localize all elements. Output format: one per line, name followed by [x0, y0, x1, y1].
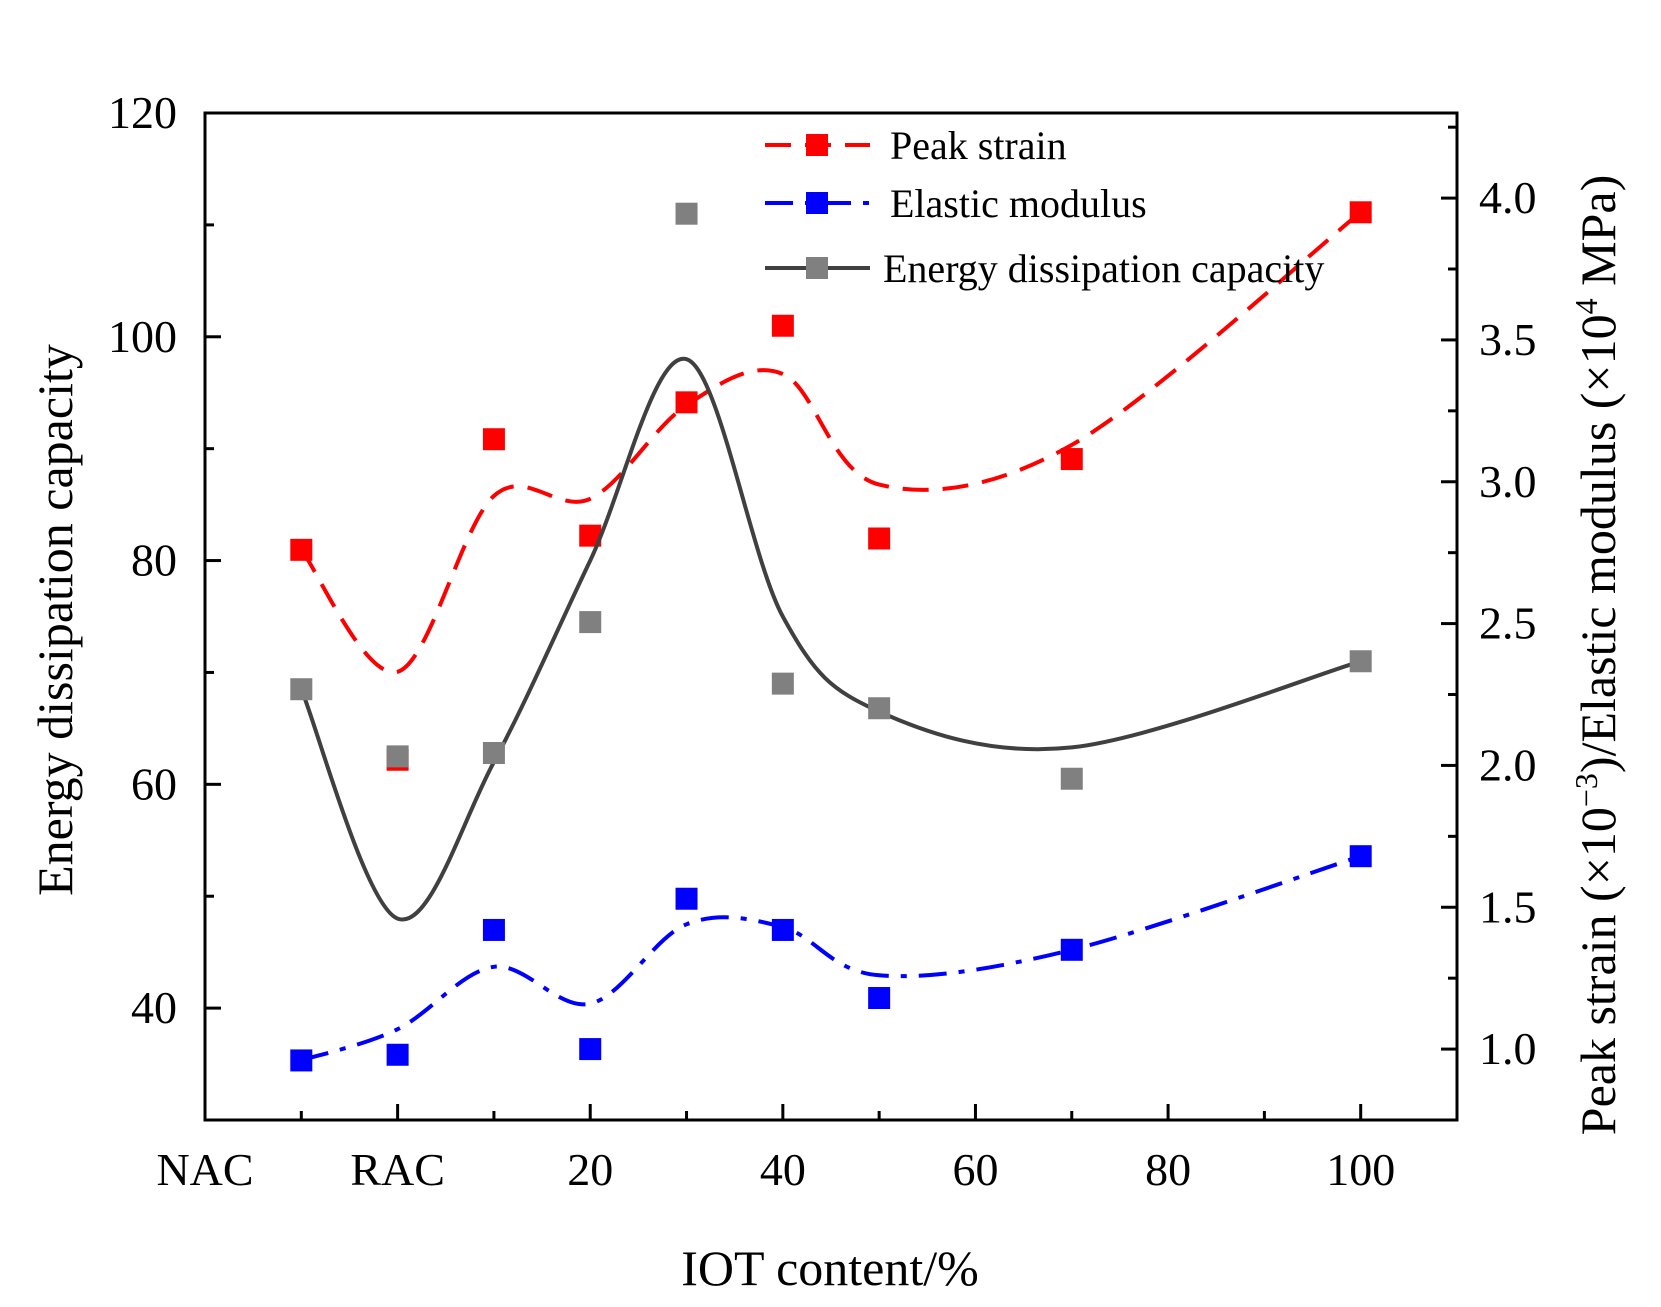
peak-strain-fit-line	[299, 210, 1362, 674]
y-right-title-part3: MPa)	[1570, 175, 1626, 299]
elastic-modulus-point	[579, 1038, 602, 1061]
legend-label: Elastic modulus	[890, 181, 1147, 226]
y-left-tick-label: 120	[108, 87, 177, 138]
elastic-modulus-point	[771, 918, 794, 941]
legend-marker	[806, 257, 828, 279]
peak-strain-point	[1349, 201, 1372, 224]
x-tick-label: 40	[760, 1144, 806, 1195]
peak-strain-point	[1060, 448, 1083, 471]
y-axis-right-title: Peak strain (×10−3)/Elastic modulus (×10…	[1568, 175, 1626, 1135]
axis-ticks: NAC RAC 20 40 60 80 100 40 60 80 100 120 1.0 1.5 2.0 2.…	[108, 87, 1537, 1195]
x-tick-label: 60	[952, 1144, 998, 1195]
y-right-tick-label: 3.5	[1479, 314, 1537, 365]
peak-strain-point	[771, 314, 794, 337]
peak-strain-point	[868, 527, 891, 550]
plot-border	[203, 111, 1459, 1122]
x-tick-label: RAC	[350, 1144, 445, 1195]
y-right-title-part2: )/Elastic modulus (×10	[1570, 314, 1626, 773]
plot-frame	[203, 111, 1459, 1122]
y-right-tick-label: 1.5	[1479, 881, 1537, 932]
y-right-tick-label: 2.0	[1479, 739, 1537, 790]
elastic-modulus-point	[675, 887, 698, 910]
elastic-modulus-series	[290, 845, 1372, 1072]
x-axis-title: IOT content/%	[681, 1240, 979, 1296]
legend-item-elastic-modulus: Elastic modulus	[765, 181, 1147, 226]
energy-dissipation-capacity-series	[290, 202, 1372, 922]
elastic-modulus-point	[868, 987, 891, 1010]
elastic-modulus-point	[1060, 938, 1083, 961]
energy-dissipation-capacity-point	[771, 672, 794, 695]
y-right-tick-label: 3.0	[1479, 456, 1537, 507]
x-tick-label: 20	[567, 1144, 613, 1195]
legend: Peak strain Elastic modulus Energy dissipa…	[765, 123, 1324, 291]
y-right-title-part1: Peak strain (×10	[1570, 807, 1626, 1135]
legend-label: Peak strain	[890, 123, 1067, 168]
legend-label: Energy dissipation capacity	[883, 246, 1324, 291]
y-axis-left-title: Energy dissipation capacity	[27, 344, 83, 896]
energy-dissipation-capacity-point	[579, 611, 602, 634]
legend-item-peak-strain: Peak strain	[765, 123, 1067, 168]
y-right-tick-label: 2.5	[1479, 598, 1537, 649]
elastic-modulus-point	[482, 918, 505, 941]
x-tick-label: NAC	[156, 1144, 253, 1195]
y-right-title-exp2: 4	[1568, 298, 1604, 314]
peak-strain-point	[290, 538, 313, 561]
peak-strain-point	[482, 428, 505, 451]
energy-dissipation-capacity-point	[290, 678, 313, 701]
series-layer	[290, 201, 1372, 1072]
legend-marker	[806, 192, 828, 214]
energy-dissipation-capacity-point	[386, 745, 409, 768]
y-left-tick-label: 60	[131, 758, 177, 809]
x-tick-label: 80	[1145, 1144, 1191, 1195]
x-tick-label: 100	[1326, 1144, 1395, 1195]
y-right-title-exp1: −3	[1568, 773, 1604, 807]
elastic-modulus-point	[386, 1043, 409, 1066]
energy-dissipation-capacity-point	[1349, 650, 1372, 673]
y-left-tick-label: 100	[108, 311, 177, 362]
energy-dissipation-capacity-point	[675, 202, 698, 225]
energy-dissipation-capacity-fit-line	[299, 357, 1362, 922]
energy-dissipation-capacity-point	[482, 742, 505, 765]
elastic-modulus-point	[290, 1049, 313, 1072]
legend-marker	[806, 134, 828, 156]
energy-dissipation-capacity-point	[1060, 767, 1083, 790]
y-right-tick-label: 1.0	[1479, 1023, 1537, 1074]
peak-strain-point	[675, 391, 698, 414]
y-right-tick-label: 4.0	[1479, 172, 1537, 223]
y-left-tick-label: 40	[131, 982, 177, 1033]
peak-strain-point	[579, 524, 602, 547]
y-left-tick-label: 80	[131, 535, 177, 586]
legend-item-energy-dissipation-capacity: Energy dissipation capacity	[765, 246, 1324, 291]
elastic-modulus-fit-line	[300, 854, 1362, 1063]
elastic-modulus-point	[1349, 845, 1372, 868]
energy-dissipation-capacity-point	[868, 697, 891, 720]
